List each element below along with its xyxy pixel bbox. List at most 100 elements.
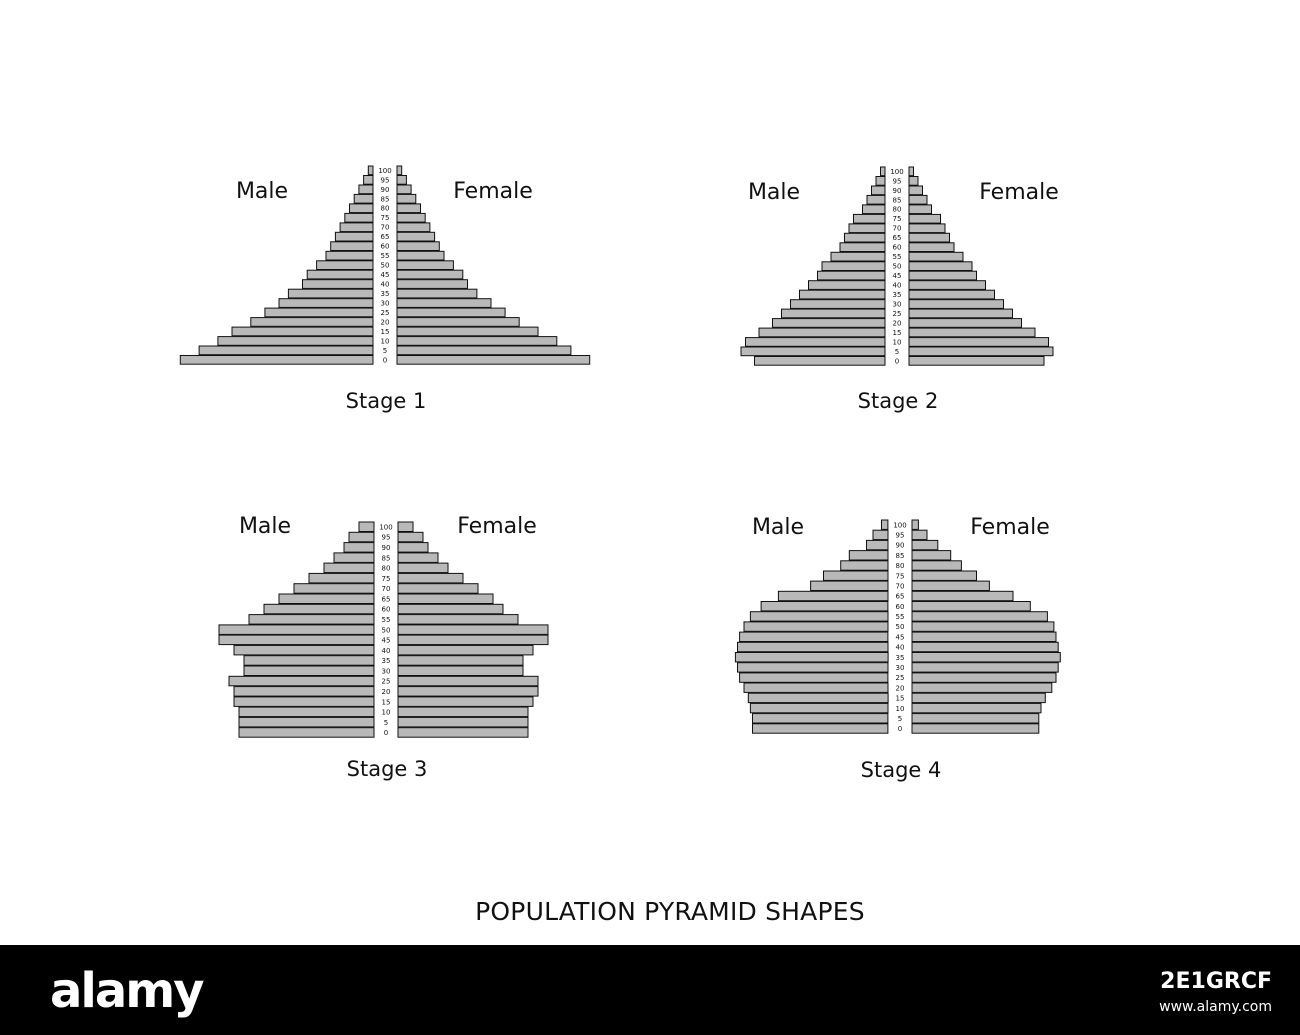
male-bar-age-100: [881, 519, 889, 530]
female-bar-age-50: [396, 260, 454, 270]
female-bar-age-25: [397, 675, 539, 687]
female-bar-age-90: [396, 184, 412, 195]
male-bar-age-65: [844, 232, 886, 243]
age-tick-label: 70: [381, 224, 390, 232]
female-bar-age-75: [911, 570, 977, 581]
age-tick-label: 25: [382, 678, 391, 686]
female-bar-age-50: [908, 261, 973, 271]
female-bar-age-100: [396, 165, 403, 176]
age-tick-label: 5: [383, 347, 387, 355]
male-bar-age-5: [752, 713, 889, 724]
male-bar-age-75: [308, 572, 375, 584]
female-bar-age-75: [908, 213, 941, 224]
female-bar-age-50: [911, 621, 1055, 632]
female-bar-age-30: [908, 299, 1004, 309]
age-tick-label: 95: [896, 532, 905, 540]
age-tick-label: 15: [382, 698, 391, 706]
male-bar-age-15: [233, 696, 375, 707]
brand-logo: alamy: [50, 963, 205, 1019]
age-tick-label: 10: [381, 337, 390, 345]
female-bar-age-0: [908, 356, 1045, 366]
male-label: Male: [752, 515, 804, 540]
age-tick-label: 60: [896, 603, 905, 611]
female-label: Female: [979, 180, 1059, 205]
chart-canvas: 100 95 90 85 80 75 70 65 60 55 50 45 40 35 30 25 20 15 10 5…: [179, 165, 1061, 782]
female-bar-age-55: [911, 611, 1048, 622]
female-bar-age-65: [908, 232, 950, 243]
male-bar-age-65: [278, 593, 375, 604]
age-tick-label: 95: [381, 176, 390, 184]
female-bar-age-15: [396, 326, 539, 337]
age-tick-label: 5: [384, 719, 388, 727]
male-bar-age-30: [278, 298, 374, 308]
male-bar-age-10: [745, 337, 886, 347]
age-tick-label: 15: [896, 695, 905, 703]
age-tick-label: 65: [381, 233, 390, 241]
age-tick-label: 100: [893, 521, 906, 529]
male-bar-age-20: [743, 682, 889, 693]
female-bar-age-30: [396, 298, 492, 308]
male-bar-age-85: [848, 550, 889, 561]
female-bar-age-10: [397, 706, 529, 718]
female-bar-age-35: [397, 655, 524, 666]
male-bar-age-55: [325, 250, 374, 261]
male-bar-age-30: [790, 299, 886, 309]
female-bar-age-40: [397, 644, 534, 656]
age-tick-label: 75: [896, 572, 905, 580]
female-bar-age-75: [396, 212, 426, 223]
male-bar-age-55: [749, 611, 889, 622]
female-bar-age-0: [396, 355, 591, 365]
age-tick-label: 85: [896, 552, 905, 560]
female-bar-age-60: [908, 242, 955, 253]
age-tick-label: 35: [893, 291, 902, 299]
female-bar-age-80: [911, 560, 962, 571]
age-tick-label: 100: [379, 523, 392, 531]
female-bar-age-25: [396, 307, 506, 318]
age-tick-label: 100: [378, 167, 391, 175]
female-bar-age-80: [908, 204, 932, 215]
female-bar-age-85: [397, 552, 439, 563]
male-bar-age-100: [880, 166, 886, 177]
female-label: Female: [970, 515, 1050, 540]
male-label: Male: [748, 180, 800, 205]
age-tick-label: 60: [893, 244, 902, 252]
age-tick-label: 70: [382, 585, 391, 593]
age-tick-label: 45: [382, 637, 391, 645]
female-bar-age-70: [396, 222, 431, 233]
age-tick-label: 70: [893, 225, 902, 233]
age-tick-label: 80: [381, 205, 390, 213]
male-bar-age-0: [754, 356, 886, 366]
age-tick-label: 10: [893, 338, 902, 346]
female-bar-age-100: [397, 521, 414, 532]
age-tick-label: 30: [893, 301, 902, 309]
female-bar-age-30: [397, 665, 524, 676]
female-bar-age-100: [911, 519, 919, 530]
male-bar-age-15: [758, 327, 886, 338]
female-bar-age-85: [911, 550, 952, 561]
female-bar-age-90: [908, 185, 923, 196]
age-tick-label: 45: [896, 633, 905, 641]
age-tick-label: 75: [893, 215, 902, 223]
male-bar-age-45: [306, 269, 374, 280]
female-bar-age-50: [397, 624, 549, 635]
female-bar-age-20: [396, 317, 520, 327]
male-bar-age-0: [179, 355, 374, 365]
age-tick-label: 65: [893, 234, 902, 242]
age-tick-label: 30: [382, 667, 391, 675]
male-bar-age-90: [866, 539, 889, 551]
male-bar-age-15: [231, 326, 374, 337]
male-bar-age-20: [233, 686, 375, 697]
male-bar-age-95: [348, 531, 375, 543]
stage-title: Stage 4: [861, 758, 942, 782]
male-bar-age-95: [872, 529, 889, 541]
female-bar-age-95: [911, 529, 928, 541]
age-tick-label: 55: [382, 616, 391, 624]
male-bar-age-45: [218, 634, 375, 646]
male-bar-age-60: [839, 242, 886, 253]
female-bar-age-30: [911, 662, 1059, 673]
male-bar-age-50: [821, 261, 886, 271]
male-bar-age-20: [250, 317, 374, 327]
female-bar-age-20: [908, 318, 1022, 328]
male-bar-age-10: [749, 702, 889, 714]
female-bar-age-65: [397, 593, 494, 604]
